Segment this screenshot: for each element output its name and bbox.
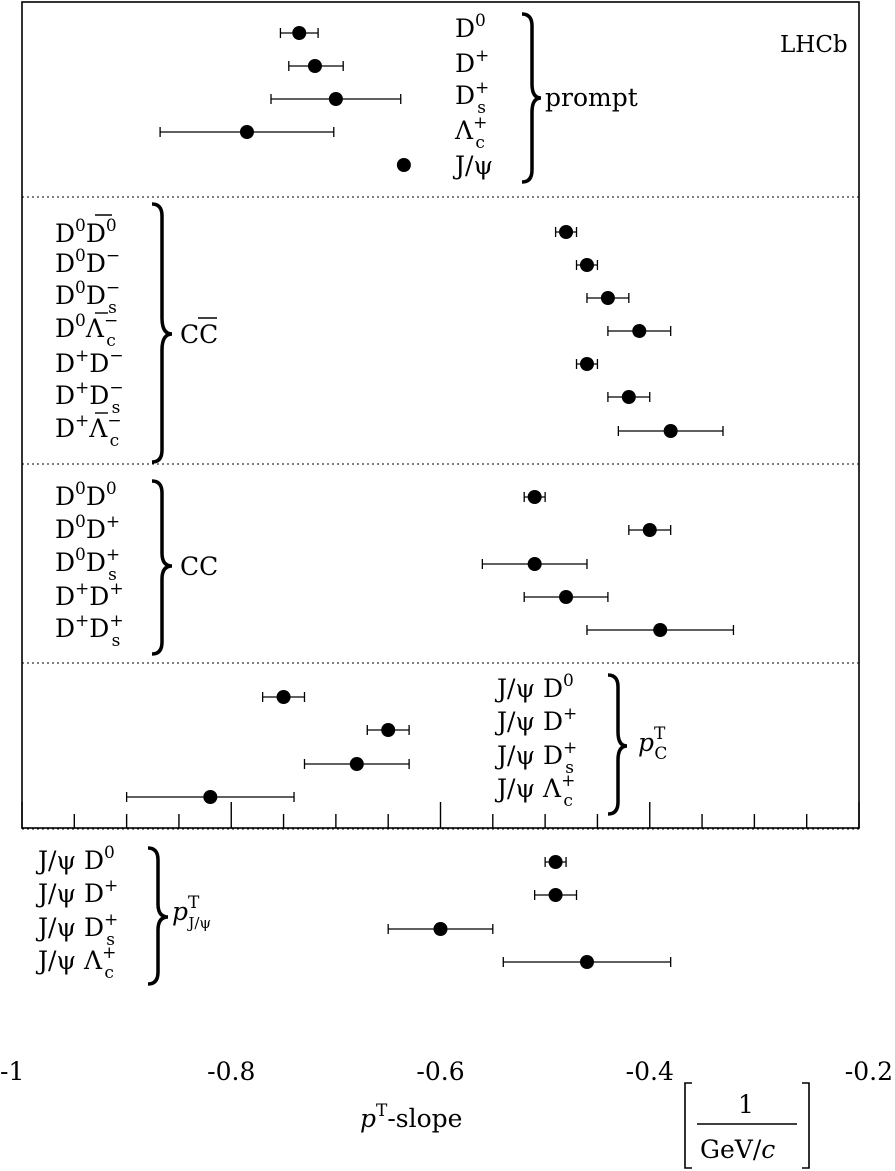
label-prompt-Dplus: D+ bbox=[455, 46, 489, 78]
data-point bbox=[663, 424, 678, 438]
brace-left-ccbar bbox=[151, 202, 173, 464]
group-ptjpsi-labels: J/ψ D0 J/ψ D+ J/ψ D+ s J/ψ Λ+ c pT J/ψ bbox=[35, 843, 211, 986]
data-point bbox=[653, 623, 668, 637]
brace-right-ptc bbox=[607, 673, 628, 816]
data-point bbox=[349, 757, 364, 771]
brace-left-cc bbox=[151, 479, 173, 656]
label-ccbar-4: D0Λ− c bbox=[55, 311, 118, 351]
group-label-prompt: prompt bbox=[545, 83, 638, 112]
x-axis-ticks bbox=[21, 802, 860, 828]
group-prompt-labels: D0 D+ D+ s Λ+ c J/ψ prompt bbox=[452, 11, 638, 184]
brace-left-ptjpsi bbox=[147, 846, 169, 986]
data-point bbox=[579, 357, 594, 371]
x-axis-title: pT-slope bbox=[360, 1101, 462, 1133]
label-ptj-2: J/ψ D+ bbox=[35, 876, 118, 908]
data-point bbox=[433, 922, 448, 936]
group-label-ptjpsi: pT J/ψ bbox=[172, 893, 211, 932]
data-point bbox=[381, 723, 396, 737]
label-cc-5: D+D+ s bbox=[55, 611, 124, 651]
label-ptj-4: J/ψ Λ+ c bbox=[35, 943, 116, 983]
label-cc-2: D0D+ bbox=[55, 512, 120, 544]
group-ptc-labels: J/ψ D0 J/ψ D+ J/ψ D+ s J/ψ Λ+ c pT C bbox=[494, 671, 667, 816]
group-separators bbox=[22, 196, 859, 830]
data-point bbox=[292, 26, 307, 40]
group-label-ptc: pT C bbox=[638, 724, 667, 764]
x-axis-unit: 1 GeV/c bbox=[684, 1082, 810, 1169]
unit-bracket-right bbox=[802, 1082, 810, 1169]
x-tick-labels: -1 -0.8 -0.6 -0.4 -0.2 bbox=[0, 1057, 893, 1086]
label-prompt-Lc: Λ+ c bbox=[454, 113, 487, 153]
experiment-label: LHCb bbox=[780, 32, 848, 58]
label-prompt-D0: D0 bbox=[455, 11, 486, 43]
unit-denominator: GeV/c bbox=[700, 1135, 775, 1164]
data-point bbox=[548, 855, 563, 869]
data-point bbox=[579, 955, 594, 969]
data-point bbox=[239, 125, 254, 139]
data-point bbox=[396, 158, 411, 172]
label-ptj-1: J/ψ D0 bbox=[35, 843, 115, 875]
data-point bbox=[307, 59, 322, 73]
data-point bbox=[559, 225, 574, 239]
data-points bbox=[125, 26, 735, 969]
x-tick-label: -1 bbox=[0, 1057, 24, 1086]
unit-bracket-left bbox=[684, 1082, 692, 1169]
group-ccbar-labels: D0D0 D0D− D0D− s D0Λ− c D+D− D+D− s D+Λ− c C… bbox=[55, 202, 218, 464]
plot-frame bbox=[21, 1, 860, 829]
x-tick-label: -0.6 bbox=[416, 1057, 464, 1086]
label-ptc-4: J/ψ Λ+ c bbox=[494, 771, 575, 811]
label-prompt-Jpsi: J/ψ bbox=[452, 151, 493, 180]
label-ccbar-7: D+Λ− c bbox=[55, 411, 122, 451]
label-prompt-Ds: D+ s bbox=[455, 78, 489, 118]
data-point bbox=[276, 690, 291, 704]
label-cc-4: D+D+ bbox=[55, 579, 124, 611]
data-point bbox=[548, 888, 563, 902]
label-ptc-1: J/ψ D0 bbox=[494, 671, 574, 703]
x-tick-label: -0.4 bbox=[626, 1057, 674, 1086]
data-point bbox=[527, 557, 542, 571]
data-point bbox=[632, 324, 647, 338]
data-point bbox=[203, 790, 218, 804]
data-point bbox=[600, 291, 615, 305]
x-tick-label: -0.2 bbox=[845, 1057, 893, 1086]
data-point bbox=[579, 258, 594, 272]
data-point bbox=[642, 523, 657, 537]
label-ccbar-2: D0D− bbox=[55, 246, 120, 278]
data-point bbox=[328, 92, 343, 106]
label-ccbar-5: D+D− bbox=[55, 346, 124, 378]
group-cc-labels: D0D0 D0D+ D0D+ s D+D+ D+D+ s CC bbox=[55, 479, 218, 656]
label-cc-1: D0D0 bbox=[55, 479, 117, 511]
label-ccbar-1: D0D0 bbox=[55, 216, 117, 248]
x-tick-label: -0.8 bbox=[207, 1057, 255, 1086]
data-point bbox=[621, 390, 636, 404]
data-point bbox=[559, 590, 574, 604]
group-label-cc: CC bbox=[180, 552, 218, 581]
brace-right-prompt bbox=[521, 12, 542, 184]
label-ptc-2: J/ψ D+ bbox=[494, 704, 577, 736]
group-label-ccbar: CC bbox=[180, 320, 218, 349]
unit-numerator: 1 bbox=[738, 1090, 754, 1119]
data-point bbox=[527, 490, 542, 504]
